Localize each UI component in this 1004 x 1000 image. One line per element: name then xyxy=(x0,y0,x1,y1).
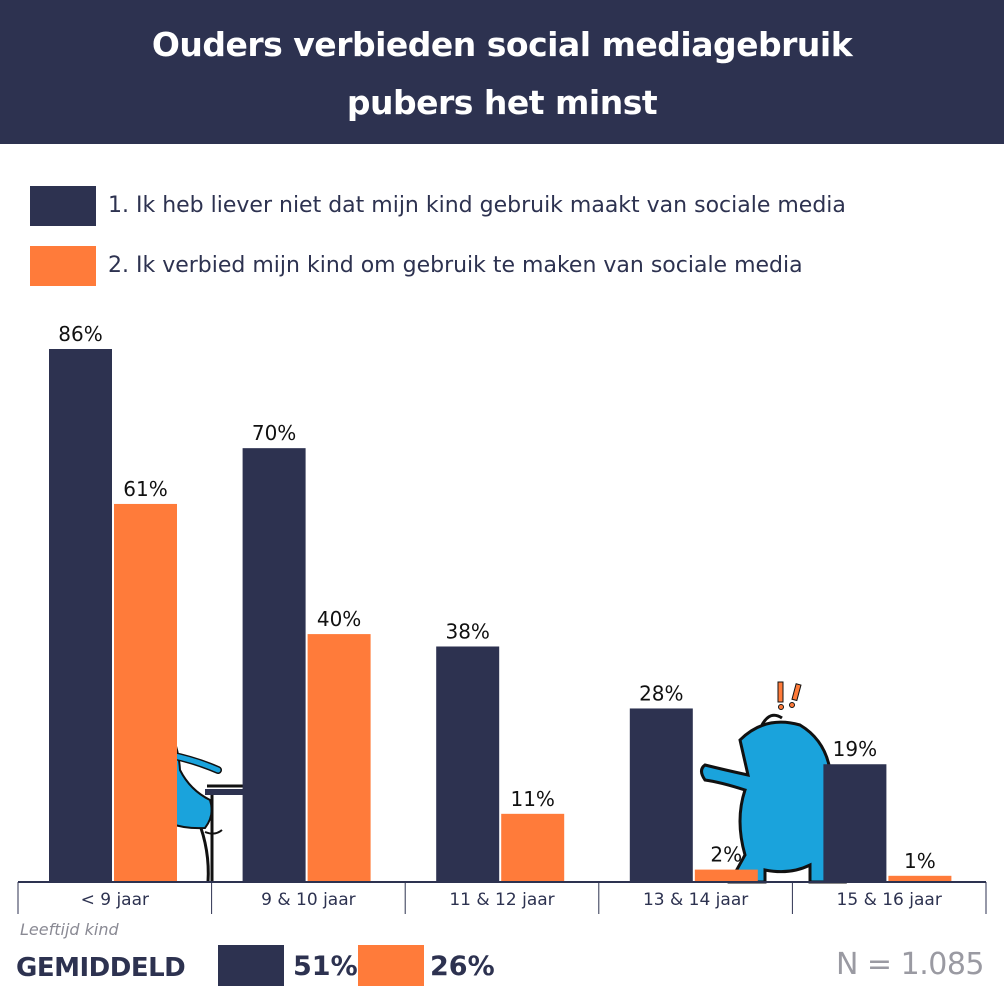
bar-series-1-5 xyxy=(823,764,886,882)
value-label-series-1-1: 86% xyxy=(58,322,102,346)
category-label-5: 15 & 16 jaar xyxy=(837,890,942,910)
legend-swatch-2 xyxy=(30,246,96,286)
value-label-series-1-2: 70% xyxy=(252,421,296,445)
average-value-1: 51% xyxy=(293,951,358,982)
category-label-3: 11 & 12 jaar xyxy=(449,890,554,910)
average-value-2: 26% xyxy=(430,951,495,982)
value-label-series-1-4: 28% xyxy=(639,681,683,705)
bar-series-2-1 xyxy=(114,504,177,882)
value-label-series-1-5: 19% xyxy=(833,737,877,761)
bar-chart: 86% 61% 70% 40% 38% 11% 28% 2% 19% 1% < 9 jaar 9 &… xyxy=(0,300,1004,920)
bar-series-1-2 xyxy=(243,448,306,882)
category-label-2: 9 & 10 jaar xyxy=(261,890,355,910)
chart-title-line-2: pubers het minst xyxy=(0,74,1004,132)
x-axis-label: Leeftijd kind xyxy=(20,920,119,939)
legend-swatch-1 xyxy=(30,186,96,226)
value-label-series-2-2: 40% xyxy=(317,607,361,631)
legend-label-2: 2. Ik verbied mijn kind om gebruik te ma… xyxy=(108,253,803,278)
average-title: GEMIDDELD xyxy=(16,953,185,983)
value-label-series-2-1: 61% xyxy=(123,477,167,501)
bar-series-1-4 xyxy=(630,708,693,882)
category-label-1: < 9 jaar xyxy=(81,890,149,910)
sample-size-label: N = 1.085 xyxy=(836,947,984,982)
average-swatch-2 xyxy=(358,945,424,986)
bar-series-2-4 xyxy=(695,870,758,882)
category-label-4: 13 & 14 jaar xyxy=(643,890,748,910)
value-label-series-2-5: 1% xyxy=(904,849,936,873)
x-axis-tick-labels: < 9 jaar 9 & 10 jaar 11 & 12 jaar 13 & 14 j… xyxy=(81,890,942,910)
value-label-series-2-3: 11% xyxy=(510,787,554,811)
bar-series-2-2 xyxy=(308,634,371,882)
bar-series-2-3 xyxy=(501,814,564,882)
bar-series-1-3 xyxy=(436,646,499,882)
value-label-series-1-3: 38% xyxy=(445,619,489,643)
value-label-series-2-4: 2% xyxy=(710,843,742,867)
legend-label-1: 1. Ik heb liever niet dat mijn kind gebr… xyxy=(108,193,846,218)
average-summary: GEMIDDELD 51% 26% N = 1.085 xyxy=(0,945,1004,990)
bar-series-1-1 xyxy=(49,349,112,882)
chart-header: Ouders verbieden social mediagebruik pub… xyxy=(0,0,1004,144)
chart-title-line-1: Ouders verbieden social mediagebruik xyxy=(0,0,1004,74)
average-swatch-1 xyxy=(218,945,284,986)
